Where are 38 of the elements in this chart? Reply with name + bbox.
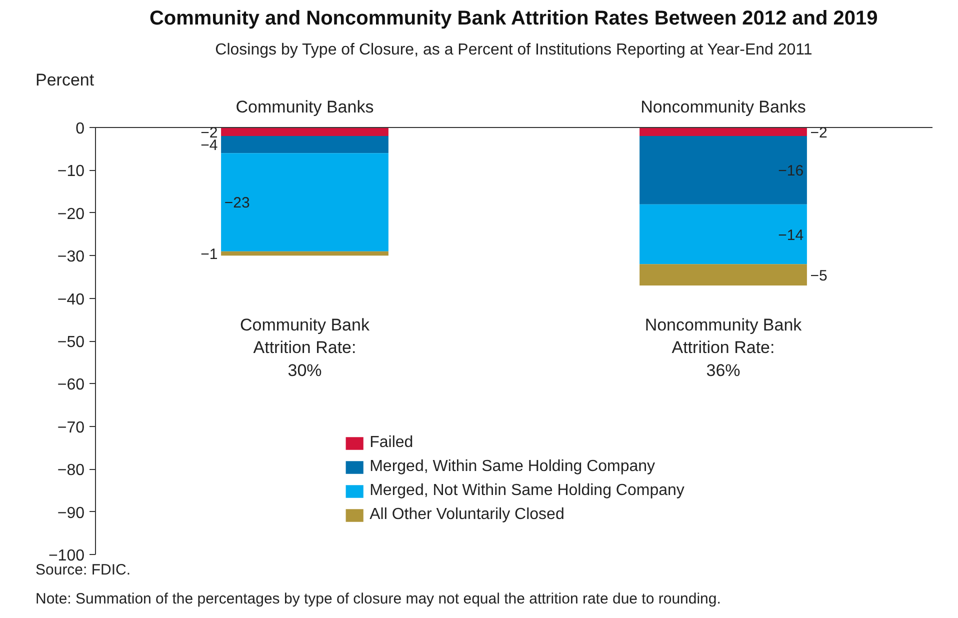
y-tick-label: −90 [57,504,85,522]
bar [221,128,388,136]
y-tick-label: −50 [57,334,85,351]
source-note: Source: FDIC. [36,562,131,578]
legend-label: Failed [370,434,414,452]
legend-label: Merged, Within Same Holding Company [370,458,656,476]
y-tick-label: −30 [57,248,85,266]
y-tick-label: −70 [57,419,85,436]
y-tick-label: −80 [57,462,85,480]
y-tick-label: −40 [57,291,85,308]
text: Note: Summation of the percentages by type of closure may not equal the attrition rate due to rounding. [36,590,721,608]
y-tick-label: 0 [76,120,85,138]
data-label: −4 [200,137,218,154]
bar [640,264,807,286]
data-label: −1 [200,246,218,263]
bar [640,204,807,264]
data-label: −16 [778,162,804,180]
y-tick-label: −20 [57,206,85,223]
legend-label: Merged, Not Within Same Holding Company [370,482,684,500]
annotation: Community Bank Attrition Rate: 30% [240,315,370,380]
data-label: −14 [778,226,804,244]
y-tick-label: −100 [48,548,85,564]
data-label: −5 [810,267,828,284]
x-tick-label: Noncommunity Banks [640,98,806,116]
data-label: −23 [224,194,250,212]
bar [640,136,807,204]
chart-subtitle: Closings by Type of Closure, as a Percent of Institutions Reporting at Year-End 2011 [215,42,812,58]
legend-label: All Other Voluntarily Closed [370,506,564,524]
annotation: Noncommunity Bank Attrition Rate: 36% [644,315,802,380]
y-axis-title: Percent [36,70,94,90]
y-tick-label: −10 [57,163,85,180]
bar [221,136,388,154]
bar [221,153,388,252]
bar [640,128,807,136]
bar [221,251,388,256]
chart-title: Community and Noncommunity Bank Attrition Rates Between 2012 and 2019 [149,8,878,30]
x-tick-label: Community Banks [236,98,374,116]
y-tick-label: −60 [57,376,85,394]
